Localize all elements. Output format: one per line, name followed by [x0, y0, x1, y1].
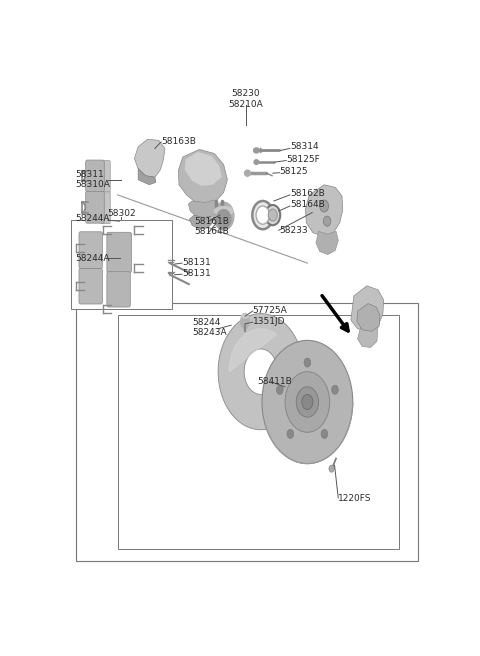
Circle shape — [304, 358, 311, 367]
FancyBboxPatch shape — [107, 272, 130, 307]
Text: 58244A: 58244A — [76, 214, 110, 223]
Circle shape — [329, 465, 334, 472]
Ellipse shape — [241, 314, 249, 329]
Text: 58131: 58131 — [183, 269, 212, 277]
Circle shape — [252, 201, 273, 229]
Circle shape — [324, 216, 331, 226]
Text: 58244
58243A: 58244 58243A — [192, 318, 227, 337]
Ellipse shape — [253, 148, 259, 153]
FancyBboxPatch shape — [85, 160, 104, 192]
Polygon shape — [138, 169, 156, 185]
Polygon shape — [229, 329, 276, 372]
Circle shape — [287, 429, 294, 438]
Polygon shape — [190, 215, 213, 229]
Polygon shape — [185, 152, 222, 186]
Text: 58230
58210A: 58230 58210A — [228, 89, 264, 109]
Text: 58244A: 58244A — [76, 253, 110, 262]
Ellipse shape — [214, 202, 234, 230]
Text: 58125F: 58125F — [286, 155, 320, 163]
Circle shape — [256, 206, 269, 224]
Polygon shape — [305, 185, 343, 236]
Circle shape — [276, 385, 283, 394]
Ellipse shape — [254, 160, 259, 165]
Polygon shape — [178, 150, 228, 205]
Bar — [76, 304, 418, 561]
Circle shape — [332, 385, 338, 394]
Bar — [118, 315, 398, 550]
FancyBboxPatch shape — [107, 232, 132, 273]
Ellipse shape — [216, 209, 231, 229]
Text: 1220FS: 1220FS — [338, 495, 372, 503]
Polygon shape — [218, 314, 301, 430]
Text: 1351JD: 1351JD — [252, 317, 285, 325]
FancyBboxPatch shape — [100, 161, 110, 192]
Text: 58162B: 58162B — [290, 189, 324, 198]
FancyBboxPatch shape — [100, 192, 110, 224]
Text: 58125: 58125 — [279, 167, 308, 176]
FancyBboxPatch shape — [85, 192, 104, 223]
Circle shape — [320, 200, 329, 212]
Circle shape — [285, 372, 330, 432]
Polygon shape — [358, 326, 378, 348]
FancyBboxPatch shape — [79, 232, 102, 269]
Polygon shape — [357, 304, 380, 331]
Text: 57725A: 57725A — [252, 306, 288, 315]
Text: 58314: 58314 — [290, 142, 319, 152]
Circle shape — [268, 209, 277, 221]
Ellipse shape — [244, 170, 251, 176]
Text: 58411B: 58411B — [257, 377, 292, 386]
Text: 58164B: 58164B — [194, 227, 228, 236]
Polygon shape — [316, 232, 338, 255]
Text: 58161B: 58161B — [194, 216, 229, 226]
Polygon shape — [351, 286, 384, 331]
Circle shape — [302, 394, 313, 409]
Text: 58131: 58131 — [183, 258, 212, 266]
Circle shape — [265, 205, 280, 225]
Text: 58311
58310A: 58311 58310A — [76, 170, 110, 190]
Text: 58302: 58302 — [107, 209, 136, 218]
Text: 58164B: 58164B — [290, 200, 324, 209]
Text: 58233: 58233 — [279, 226, 308, 235]
Polygon shape — [134, 139, 165, 177]
Ellipse shape — [215, 207, 233, 216]
FancyBboxPatch shape — [79, 269, 102, 304]
Bar — [71, 220, 172, 308]
Text: 58163B: 58163B — [161, 137, 196, 146]
Polygon shape — [188, 200, 218, 219]
Circle shape — [262, 340, 353, 464]
Circle shape — [296, 387, 319, 417]
Circle shape — [321, 429, 328, 438]
Ellipse shape — [241, 314, 248, 318]
